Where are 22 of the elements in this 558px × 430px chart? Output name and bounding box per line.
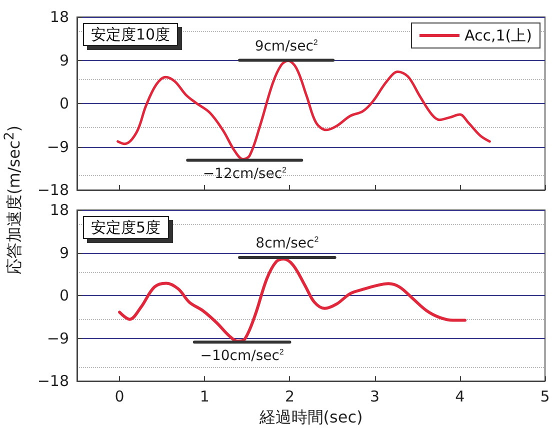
x-tick-label: 2 — [284, 388, 294, 406]
text: 安定度10度 — [91, 26, 170, 44]
y-tick-label: −18 — [37, 372, 69, 390]
line-series — [116, 59, 491, 160]
y-tick-label: −18 — [37, 181, 69, 199]
x-tick-label: 1 — [200, 388, 210, 406]
x-axis-title: 経過時間(sec) — [258, 408, 363, 426]
y-tick-label: 9 — [59, 244, 69, 262]
y-tick-label: 9 — [59, 51, 69, 70]
y-tick-label: −9 — [46, 138, 69, 156]
text: 安定度5度 — [91, 218, 161, 236]
legend-label: Acc,1(上) — [464, 26, 532, 44]
x-tick-label: 5 — [540, 388, 550, 406]
x-tick-label: 4 — [455, 388, 465, 406]
x-tick-label: 0 — [114, 388, 124, 406]
x-tick-label: 3 — [370, 388, 380, 406]
y-tick-label: 0 — [59, 94, 69, 112]
y-tick-label: 18 — [50, 201, 69, 219]
y-tick-label: −9 — [46, 329, 69, 348]
y-tick-label: 0 — [59, 286, 69, 305]
y-tick-label: 18 — [50, 8, 69, 26]
line-series — [118, 257, 467, 343]
